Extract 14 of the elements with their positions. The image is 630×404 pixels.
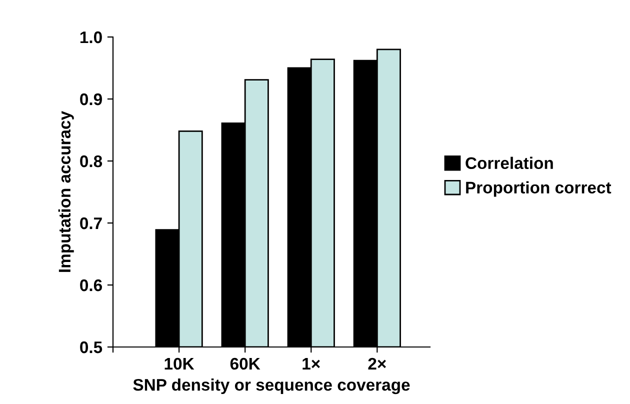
legend-label: Correlation <box>466 156 553 170</box>
y-tick-label: 0.7 <box>80 217 102 230</box>
y-tick-label: 0.6 <box>80 279 102 292</box>
x-tick-label: 1× <box>302 358 320 370</box>
legend-label: Proportion correct <box>466 181 612 197</box>
x-tick-label: 10K <box>164 358 194 370</box>
y-tick-label: 0.5 <box>80 341 102 354</box>
y-tick-label: 0.8 <box>80 155 102 168</box>
x-tick-label: 2× <box>368 358 386 370</box>
y-tick-label: 0.9 <box>80 93 102 106</box>
y-tick-label: 1.0 <box>80 31 102 44</box>
x-axis-title: SNP density or sequence coverage <box>133 378 410 394</box>
x-tick-label: 60K <box>230 358 260 370</box>
y-axis-title: Imputation accuracy <box>58 111 74 272</box>
